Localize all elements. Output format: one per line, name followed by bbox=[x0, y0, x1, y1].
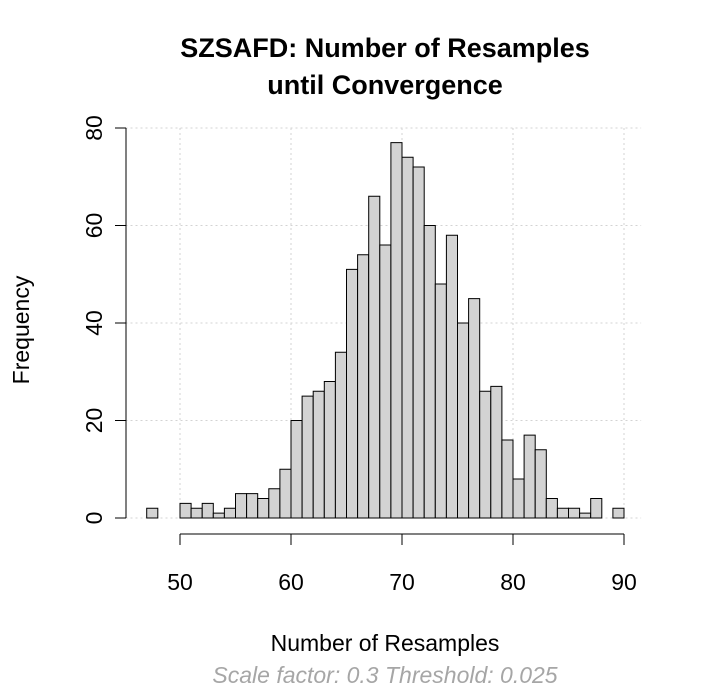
x-tick-label: 50 bbox=[167, 569, 193, 595]
histogram-bar bbox=[423, 225, 436, 519]
histogram-bar bbox=[434, 283, 447, 519]
histogram-bar bbox=[612, 507, 625, 519]
histogram-bar bbox=[579, 512, 592, 519]
x-tick-label: 60 bbox=[278, 569, 304, 595]
y-tick-label: 80 bbox=[81, 115, 107, 141]
histogram-bar bbox=[257, 498, 270, 519]
bars bbox=[146, 142, 625, 519]
histogram-bar bbox=[468, 298, 481, 519]
histogram-bar bbox=[379, 244, 392, 519]
y-tick-label: 40 bbox=[81, 310, 107, 336]
histogram-bar bbox=[457, 322, 470, 519]
histogram-bar bbox=[501, 439, 514, 519]
histogram-bar bbox=[323, 381, 336, 519]
histogram-bar bbox=[390, 142, 403, 519]
histogram-bar bbox=[479, 390, 492, 519]
histogram-bar bbox=[368, 195, 381, 519]
histogram-bar bbox=[357, 254, 370, 519]
axes: 0 20 40 60 80 50 60 70 80 90 bbox=[81, 115, 637, 595]
x-tick-label: 70 bbox=[389, 569, 415, 595]
chart-title-line-1: SZSAFD: Number of Resamples bbox=[180, 33, 590, 63]
histogram-bar bbox=[512, 478, 525, 519]
chart-title-line-2: until Convergence bbox=[267, 70, 503, 100]
x-axis-label: Number of Resamples bbox=[271, 630, 500, 656]
histogram-bar bbox=[312, 390, 325, 519]
chart-subtitle: Scale factor: 0.3 Threshold: 0.025 bbox=[212, 662, 557, 688]
histogram-bar bbox=[556, 507, 570, 519]
histogram-bar bbox=[412, 166, 425, 519]
y-tick-label: 20 bbox=[81, 408, 107, 434]
histogram-bar bbox=[179, 502, 192, 519]
histogram-bar bbox=[545, 498, 558, 519]
histogram-bar bbox=[246, 493, 259, 519]
y-tick-label: 0 bbox=[81, 512, 107, 525]
histogram-bar bbox=[212, 512, 225, 519]
histogram-bar bbox=[279, 468, 292, 519]
histogram-bar bbox=[334, 351, 347, 519]
histogram-bar bbox=[590, 498, 603, 519]
histogram-bar bbox=[201, 502, 214, 519]
histogram-bar bbox=[534, 449, 547, 519]
x-tick-label: 90 bbox=[611, 569, 637, 595]
histogram-bar bbox=[568, 507, 581, 519]
y-tick-label: 60 bbox=[81, 213, 107, 239]
histogram-bar bbox=[490, 385, 503, 519]
histogram-bar bbox=[401, 156, 414, 519]
histogram-bar bbox=[190, 507, 203, 519]
histogram-bar bbox=[523, 434, 536, 519]
histogram-bar bbox=[268, 488, 281, 519]
y-axis-label: Frequency bbox=[8, 275, 34, 384]
histogram-bar bbox=[235, 493, 248, 519]
histogram-bar bbox=[146, 507, 159, 519]
x-tick-label: 80 bbox=[500, 569, 526, 595]
histogram-bar bbox=[346, 268, 359, 519]
histogram-bar bbox=[301, 395, 314, 519]
histogram-bar bbox=[445, 234, 458, 519]
histogram-bar bbox=[290, 420, 303, 519]
histogram-bar bbox=[223, 507, 236, 519]
